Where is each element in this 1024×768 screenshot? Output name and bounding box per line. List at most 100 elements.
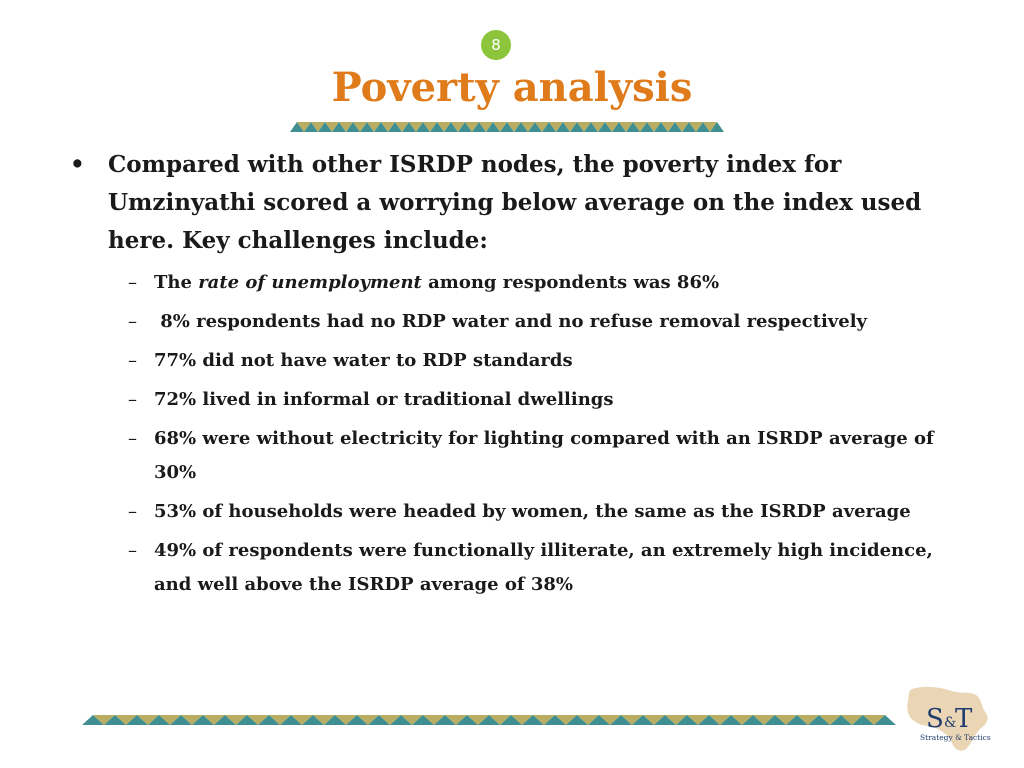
dash-marker: – [128, 501, 137, 522]
border-triangle-up [126, 715, 148, 725]
border-triangle-up [104, 715, 126, 725]
border-triangle-up [584, 122, 598, 132]
border-triangle-up [430, 122, 444, 132]
africa-map-icon [907, 686, 988, 751]
border-triangle-up [720, 715, 742, 725]
border-triangle-up [486, 122, 500, 132]
border-triangle-up [654, 715, 676, 725]
border-triangle-up [388, 122, 402, 132]
border-triangle-up [82, 715, 104, 725]
border-triangle-down [507, 122, 521, 132]
sub-bullet-water-refuse: – 8% respondents had no RDP water and no… [62, 305, 972, 339]
border-triangle-up [444, 122, 458, 132]
sub-bullet-text: 49% of respondents were functionally ill… [154, 540, 933, 595]
border-triangle-up [324, 715, 346, 725]
border-triangle-down [467, 715, 489, 725]
sub-bullet-text: 8% respondents had no RDP water and no r… [154, 311, 867, 332]
sub-bullet-illiteracy: – 49% of respondents were functionally i… [62, 534, 972, 602]
border-triangle-up [368, 715, 390, 725]
border-triangle-up [698, 715, 720, 725]
border-triangle-down [489, 715, 511, 725]
border-triangle-down [115, 715, 137, 725]
border-triangle-down [395, 122, 409, 132]
border-triangle-down [93, 715, 115, 725]
sub-bullet-list: – The rate of unemployment among respond… [62, 266, 972, 602]
border-triangle-up [236, 715, 258, 725]
border-triangle-up [874, 715, 896, 725]
border-triangle-up [598, 122, 612, 132]
logo-tagline: Strategy & Tactics [920, 733, 991, 742]
border-triangle-up [280, 715, 302, 725]
border-triangle-down [511, 715, 533, 725]
border-triangle-up [456, 715, 478, 725]
border-triangle-down [401, 715, 423, 725]
border-triangle-up [346, 122, 360, 132]
border-triangle-down [591, 122, 605, 132]
border-triangle-down [381, 122, 395, 132]
border-triangle-up [514, 122, 528, 132]
sub-bullet-text: 72% lived in informal or traditional dwe… [154, 389, 614, 410]
border-triangle-down [599, 715, 621, 725]
border-triangle-down [703, 122, 717, 132]
border-triangle-up [682, 122, 696, 132]
border-triangle-down [423, 715, 445, 725]
border-triangle-up [786, 715, 808, 725]
slide-number-badge: 8 [481, 30, 511, 60]
border-triangle-down [775, 715, 797, 725]
border-triangle-up [556, 122, 570, 132]
border-triangle-down [521, 122, 535, 132]
border-triangle-up [570, 122, 584, 132]
bullet-dot: • [70, 151, 85, 178]
sub-bullet-unemployment: – The rate of unemployment among respond… [62, 266, 972, 300]
border-triangle-down [247, 715, 269, 725]
border-triangle-down [291, 715, 313, 725]
border-triangle-down [357, 715, 379, 725]
logo-letter-s: S [926, 704, 944, 734]
border-triangle-down [451, 122, 465, 132]
border-triangle-down [555, 715, 577, 725]
border-triangle-up [764, 715, 786, 725]
border-triangle-up [416, 122, 430, 132]
sub-bullet-text: 53% of households were headed by women, … [154, 501, 911, 522]
border-triangle-up [588, 715, 610, 725]
border-triangle-down [269, 715, 291, 725]
dash-marker: – [128, 350, 137, 371]
sub-bullet-text-italic: rate of unemployment [198, 272, 422, 293]
border-triangle-up [390, 715, 412, 725]
border-triangle-down [577, 122, 591, 132]
sub-bullet-text: 68% were without electricity for lightin… [154, 428, 934, 483]
border-triangle-down [563, 122, 577, 132]
border-triangle-up [830, 715, 852, 725]
strategy-tactics-logo: S & T Strategy & Tactics [907, 686, 991, 751]
border-triangle-down [335, 715, 357, 725]
sub-bullet-dwellings: – 72% lived in informal or traditional d… [62, 383, 972, 417]
border-triangle-down [379, 715, 401, 725]
border-triangle-down [311, 122, 325, 132]
border-triangle-down [423, 122, 437, 132]
border-triangle-down [137, 715, 159, 725]
border-triangle-down [731, 715, 753, 725]
border-triangle-down [409, 122, 423, 132]
logo-letter-t: T [955, 704, 973, 734]
border-triangle-down [493, 122, 507, 132]
border-triangle-down [709, 715, 731, 725]
border-triangle-down [863, 715, 885, 725]
sub-bullet-text-after: among respondents was 86% [421, 272, 720, 293]
border-triangle-down [353, 122, 367, 132]
border-triangle-down [479, 122, 493, 132]
border-triangle-down [313, 715, 335, 725]
border-triangle-up [808, 715, 830, 725]
border-triangle-down [689, 122, 703, 132]
dash-marker: – [128, 311, 137, 332]
border-triangle-down [225, 715, 247, 725]
border-triangle-up [612, 122, 626, 132]
border-triangle-up [346, 715, 368, 725]
border-triangle-up [500, 715, 522, 725]
border-triangle-up [472, 122, 486, 132]
border-triangle-down [181, 715, 203, 725]
border-triangle-up [710, 122, 724, 132]
border-triangle-up [626, 122, 640, 132]
border-triangle-up [544, 715, 566, 725]
border-triangle-up [528, 122, 542, 132]
border-triangle-up [668, 122, 682, 132]
